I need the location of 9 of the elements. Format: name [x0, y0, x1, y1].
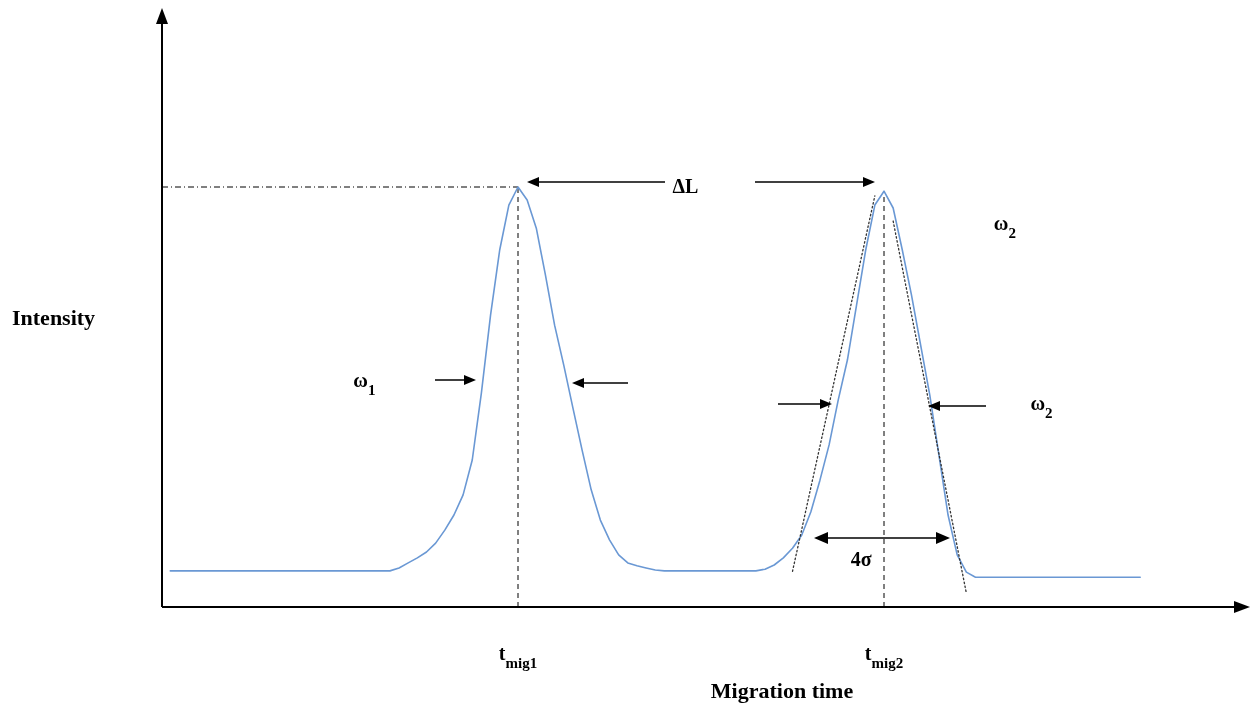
x-axis-title: Migration time: [710, 678, 854, 703]
y-axis-title: Intensity: [12, 305, 96, 330]
annotation: ΔL: [672, 175, 699, 197]
x-tick-label: t$_{mig1}$: [498, 642, 538, 671]
annotation: 4σ: [850, 548, 872, 570]
annotation: ω$_{2}$: [993, 212, 1016, 241]
annotation: ω$_{1}$: [353, 369, 376, 398]
annotation: ω$_{2}$: [1030, 392, 1053, 421]
x-tick-label: t$_{mig2}$: [864, 642, 904, 671]
